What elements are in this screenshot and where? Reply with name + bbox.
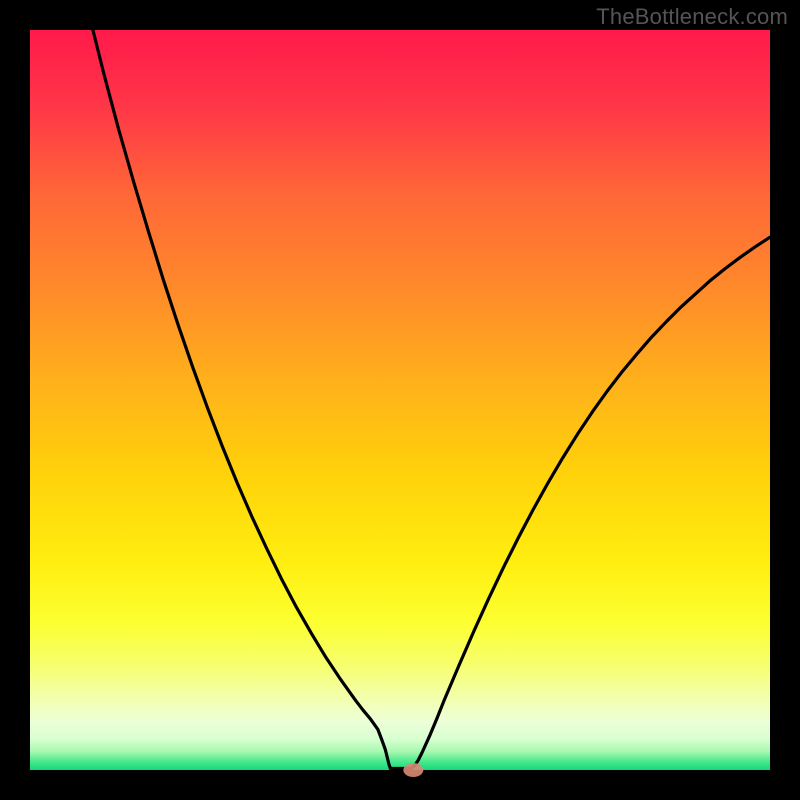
bottleneck-chart	[0, 0, 800, 800]
watermark-text: TheBottleneck.com	[596, 4, 788, 30]
minimum-marker	[403, 763, 423, 777]
plot-background	[30, 30, 770, 770]
